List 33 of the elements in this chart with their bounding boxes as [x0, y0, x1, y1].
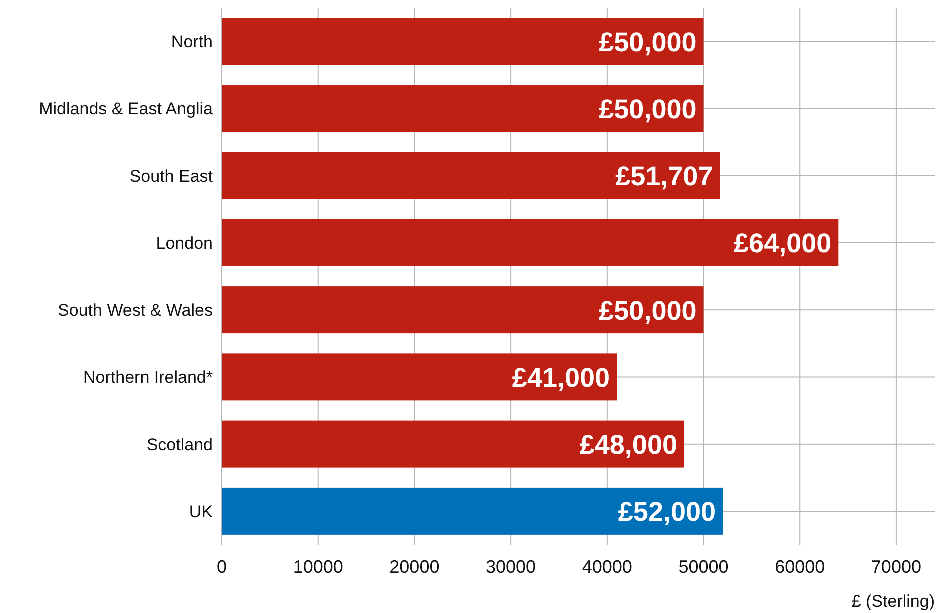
x-tick-label: 10000: [293, 557, 344, 577]
data-label: £50,000: [599, 27, 697, 58]
y-tick-label: North: [171, 32, 213, 52]
y-tick-label: Scotland: [146, 435, 213, 454]
bar: [222, 152, 720, 200]
bar: [222, 354, 618, 401]
y-tick-label: South West & Wales: [58, 301, 213, 320]
data-label: £50,000: [599, 94, 697, 124]
data-label: £64,000: [734, 228, 832, 259]
bar: [222, 18, 704, 66]
bar: [222, 420, 684, 468]
bar: [222, 85, 704, 132]
x-tick-label: 0: [216, 557, 228, 577]
y-tick-label: UK: [189, 502, 214, 522]
y-tick-label: Northern Ireland*: [84, 368, 214, 388]
x-tick-label: 30000: [486, 557, 536, 577]
bar: [222, 286, 704, 334]
x-tick-label: 70000: [871, 557, 922, 577]
x-tick-label: 50000: [678, 557, 729, 577]
data-label: £51,707: [616, 162, 714, 192]
data-label: £50,000: [599, 296, 697, 326]
x-tick-label: 40000: [582, 557, 632, 577]
x-tick-label: 20000: [390, 557, 440, 577]
data-label: £41,000: [512, 362, 610, 393]
y-tick-label: South East: [130, 166, 214, 186]
x-tick-label: 60000: [775, 557, 826, 577]
data-label: £48,000: [580, 430, 678, 460]
data-label: £52,000: [618, 497, 716, 528]
bar: [222, 219, 839, 266]
x-axis-title: £ (Sterling): [852, 592, 935, 611]
y-tick-label: London: [156, 234, 213, 253]
y-tick-label: Midlands & East Anglia: [39, 100, 214, 119]
bar: [222, 488, 724, 535]
